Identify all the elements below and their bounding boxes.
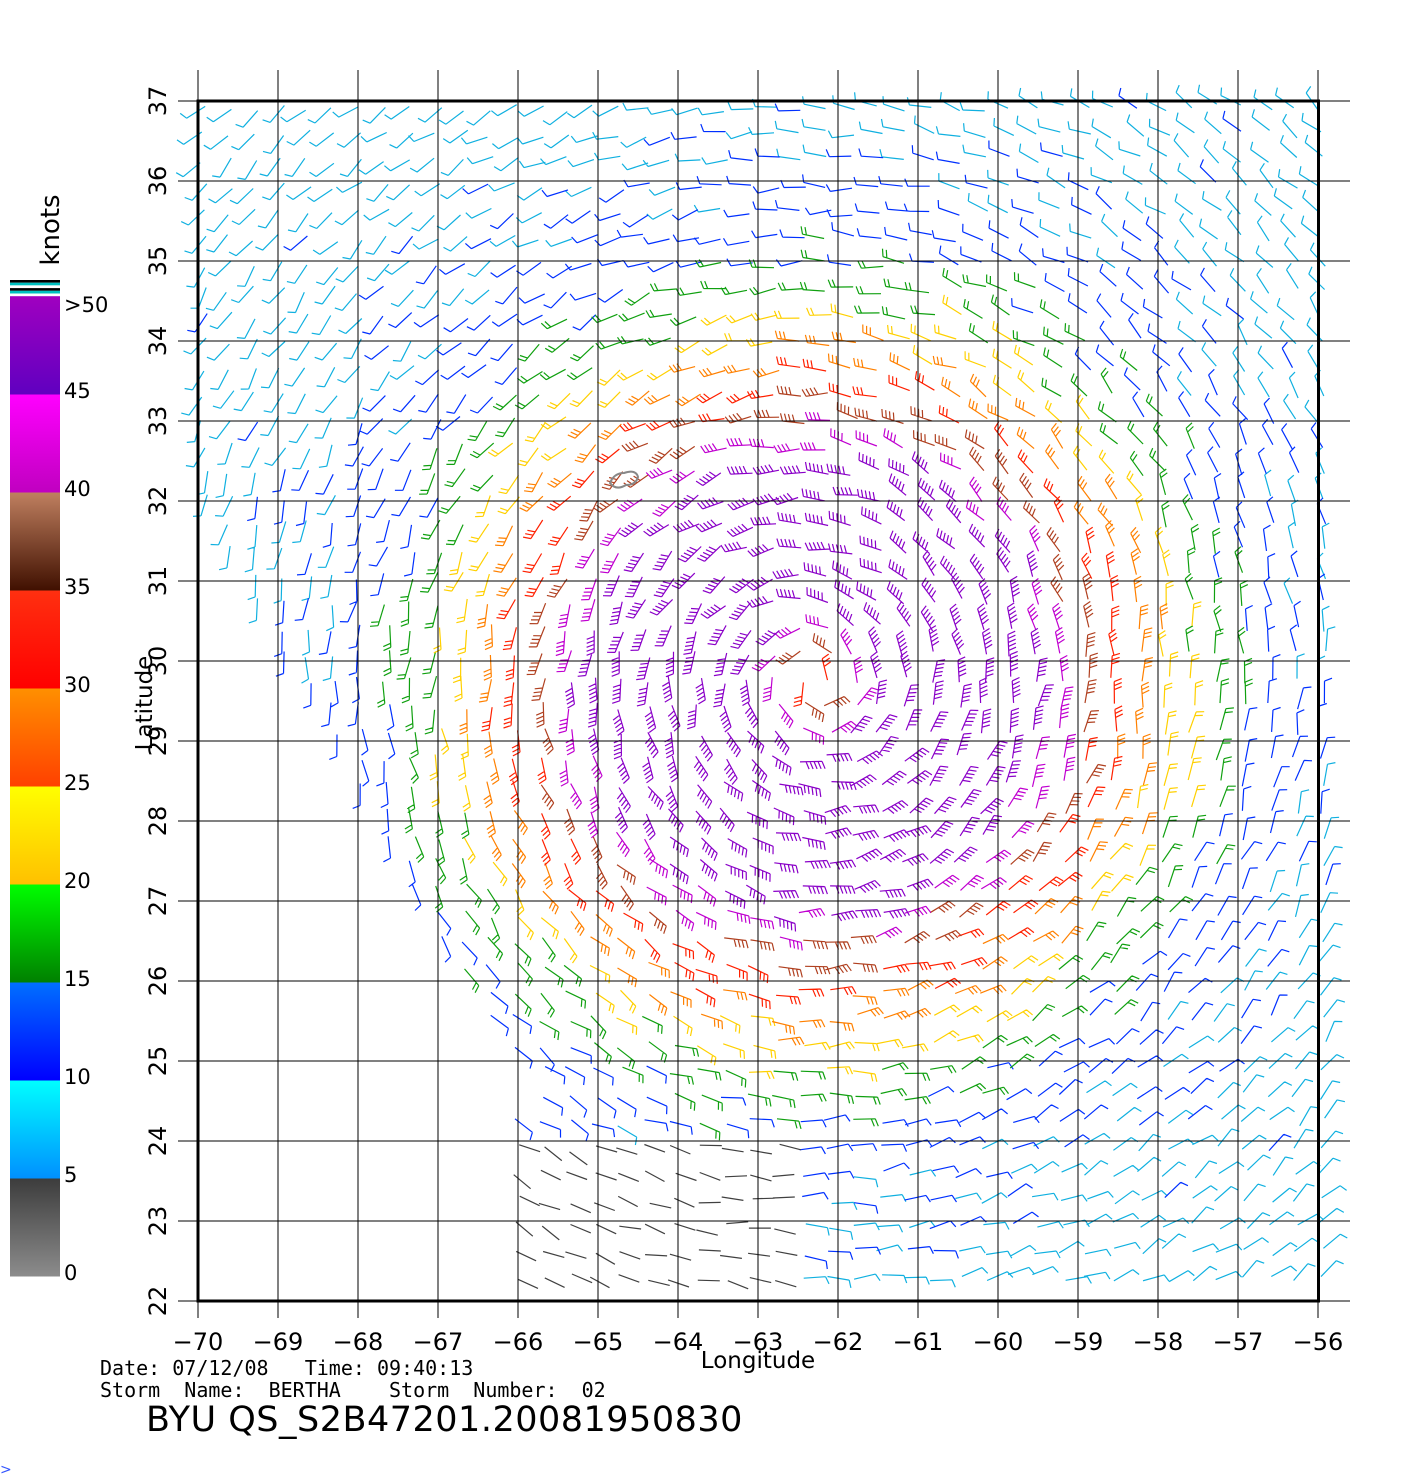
colorbar: [10, 280, 60, 1277]
latitude-tick-label: 31: [144, 566, 172, 597]
longitude-tick-label: −63: [733, 1328, 784, 1356]
colorbar-tick-label: 10: [64, 1065, 91, 1089]
island-shape: [608, 470, 640, 489]
latitude-tick-label: 36: [144, 166, 172, 197]
product-id: BYU QS_S2B47201.20081950830: [146, 1400, 743, 1440]
colorbar-tick-label: 15: [64, 967, 91, 991]
colorbar-tick-label: 35: [64, 575, 91, 599]
colorbar-band: [10, 786, 60, 885]
latitude-tick-label: 28: [144, 806, 172, 837]
longitude-tick-label: −59: [1053, 1328, 1104, 1356]
island-outline: [608, 470, 640, 489]
latitude-tick-label: 30: [144, 646, 172, 677]
colorbar-tick-label: 30: [64, 673, 91, 697]
latitude-tick-label: 26: [144, 966, 172, 997]
latitude-tick-label: 32: [144, 486, 172, 517]
colorbar-tick-label: 5: [64, 1163, 77, 1187]
wind-barb-group: [175, 84, 1348, 1289]
wind-barb-group: [481, 356, 1124, 1010]
longitude-tick-label: −65: [573, 1328, 624, 1356]
colorbar-tick-label: 20: [64, 869, 91, 893]
longitude-tick-label: −58: [1133, 1328, 1184, 1356]
map-frame: [196, 99, 1320, 1303]
longitude-tick-label: −62: [813, 1328, 864, 1356]
colorbar-tick-label: 0: [64, 1261, 77, 1285]
colorbar-band: [10, 688, 60, 787]
colorbar-band: [10, 492, 60, 591]
wind-barbs: [175, 84, 1348, 1290]
longitude-tick-label: −60: [973, 1328, 1024, 1356]
latitude-tick-label: 22: [144, 1286, 172, 1317]
colorbar-band: [10, 1080, 60, 1179]
colorbar-tick-label: 45: [64, 379, 91, 403]
storm-name-line: Storm Name: BERTHA Storm Number: 02: [100, 1378, 606, 1402]
wind-barb-group: [526, 385, 1107, 978]
latitude-tick-label: 37: [144, 86, 172, 117]
y-axis-label: Latitude: [132, 656, 158, 751]
colorbar-band: [10, 590, 60, 689]
wind-barb-group: [187, 87, 1341, 1270]
latitude-tick-label: 24: [144, 1126, 172, 1157]
x-axis-label: Longitude: [701, 1348, 815, 1374]
colorbar-stripe: [10, 288, 60, 291]
wind-barb-group: [513, 1143, 802, 1290]
latitude-tick-label: 34: [144, 326, 172, 357]
longitude-tick-label: −68: [333, 1328, 384, 1356]
longitude-tick-labels: −70 −69 −68 −67 −66 −65 −64 −63 −62 −61 −60 −59 −58 −…: [173, 1328, 1344, 1356]
latitude-tick-label: 27: [144, 886, 172, 917]
colorbar-stripe: [10, 290, 60, 294]
lat-lon-grid: [178, 70, 1350, 1318]
date-time-line: Date: 07/12/08 Time: 09:40:13: [100, 1356, 474, 1380]
longitude-tick-label: −67: [413, 1328, 464, 1356]
colorbar-stripe: [10, 282, 60, 286]
latitude-tick-label: 33: [144, 406, 172, 437]
longitude-tick-label: −70: [173, 1328, 224, 1356]
colorbar-band: [10, 1178, 60, 1277]
colorbar-stripe: [10, 293, 60, 297]
longitude-tick-label: −56: [1293, 1328, 1344, 1356]
colorbar-band: [10, 296, 60, 395]
corner-mark: >: [0, 1462, 12, 1478]
colorbar-band: [10, 884, 60, 983]
longitude-tick-label: −57: [1213, 1328, 1264, 1356]
longitude-tick-label: −69: [253, 1328, 304, 1356]
longitude-tick-label: −66: [493, 1328, 544, 1356]
longitude-tick-label: −61: [893, 1328, 944, 1356]
wind-barb-group: [555, 411, 1077, 951]
colorbar-band: [10, 982, 60, 1081]
wind-barb-group: [369, 226, 1253, 1141]
latitude-tick-label: 29: [144, 726, 172, 757]
latitude-tick-label: 25: [144, 1046, 172, 1077]
colorbar-title: knots: [36, 194, 66, 265]
colorbar-stripe: [10, 280, 60, 283]
colorbar-band: [10, 394, 60, 493]
colorbar-tick-label: >50: [64, 293, 108, 317]
colorbar-stripe: [10, 285, 60, 289]
longitude-tick-label: −64: [653, 1328, 704, 1356]
latitude-tick-label: 23: [144, 1206, 172, 1237]
wind-barb-group: [459, 324, 1169, 1046]
wind-barb-group: [564, 451, 1054, 932]
latitude-tick-labels: 22 23 24 25 26 27 28 29 30 31 32 33 34 35 36 37: [144, 86, 172, 1317]
colorbar-tick-label: 25: [64, 771, 91, 795]
colorbar-tick-label: 40: [64, 477, 91, 501]
colorbar-labels: >50 45 40 35 30 25 20 15 10 5 0: [64, 293, 108, 1285]
latitude-tick-label: 35: [144, 246, 172, 277]
wind-barb-group: [429, 294, 1206, 1082]
